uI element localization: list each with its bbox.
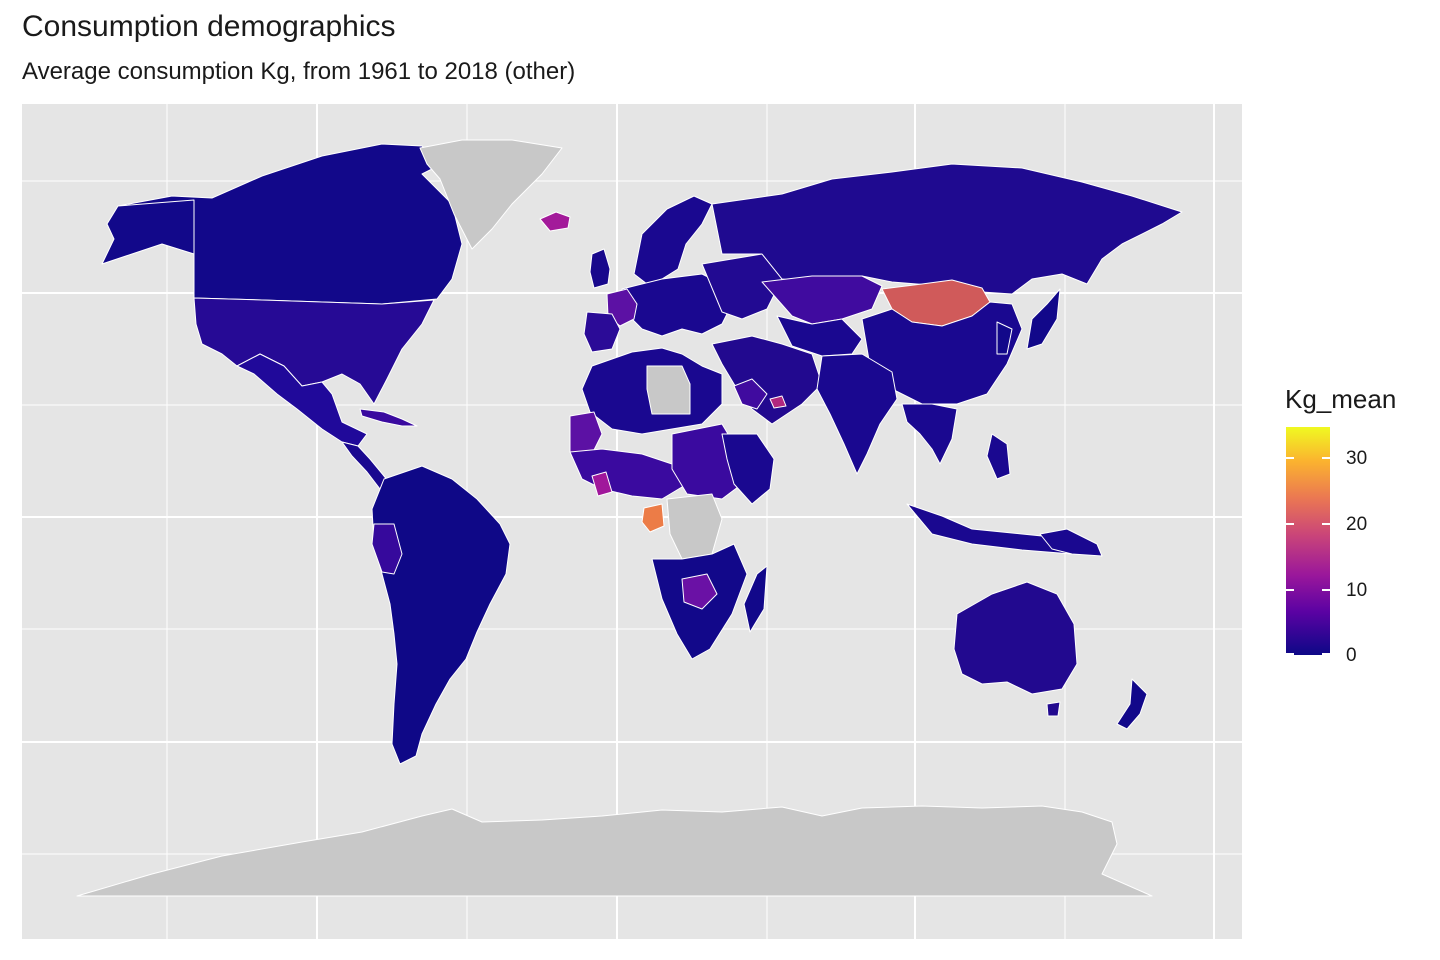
region-new-zealand [1116,678,1148,730]
region-australia [953,581,1078,695]
region-tasmania [1046,701,1061,717]
chart-title: Consumption demographics [22,10,396,43]
world-map [22,104,1242,939]
region-middle-east [711,335,823,425]
legend-label-10: 10 [1346,580,1368,601]
region-philippines [986,433,1011,480]
region-mexico [236,353,368,447]
region-gabon [641,503,665,533]
region-horn-of-africa [721,433,775,505]
region-india [816,353,898,475]
region-korea-japan [996,288,1061,355]
region-west-africa [569,448,688,500]
region-united-states [193,297,435,405]
legend-title: Kg_mean [1285,384,1397,414]
region-mauritania [569,411,603,455]
region-southeast-asia [901,403,958,465]
region-uk [589,248,611,289]
region-kazakhstan [761,275,883,325]
region-alaska [101,199,195,265]
region-zambia [681,573,718,610]
legend-label-30: 30 [1346,448,1368,469]
region-russia [711,163,1183,295]
region-new-guinea [1039,528,1103,557]
region-iberia [583,311,621,353]
region-central-asia [776,315,863,357]
legend-colorbar [1286,427,1330,655]
region-antarctica [76,805,1153,897]
region-uae [769,395,787,409]
region-china [861,301,1023,405]
chart-subtitle: Average consumption Kg, from 1961 to 201… [22,58,576,85]
region-arabia-east [733,378,768,410]
region-south-america [371,465,511,765]
region-peru [371,523,403,575]
countries [76,139,1183,897]
region-caribbean [359,408,418,427]
region-ghana [591,471,613,497]
legend-label-0: 0 [1346,645,1357,666]
region-scandinavia [633,195,713,285]
region-madagascar [743,565,768,633]
region-western-europe [621,273,733,337]
legend-label-20: 20 [1346,514,1368,535]
region-congo [666,493,723,560]
map-panel [22,104,1242,939]
region-libya [646,365,691,415]
region-greenland [419,139,563,250]
region-iceland [539,211,571,232]
